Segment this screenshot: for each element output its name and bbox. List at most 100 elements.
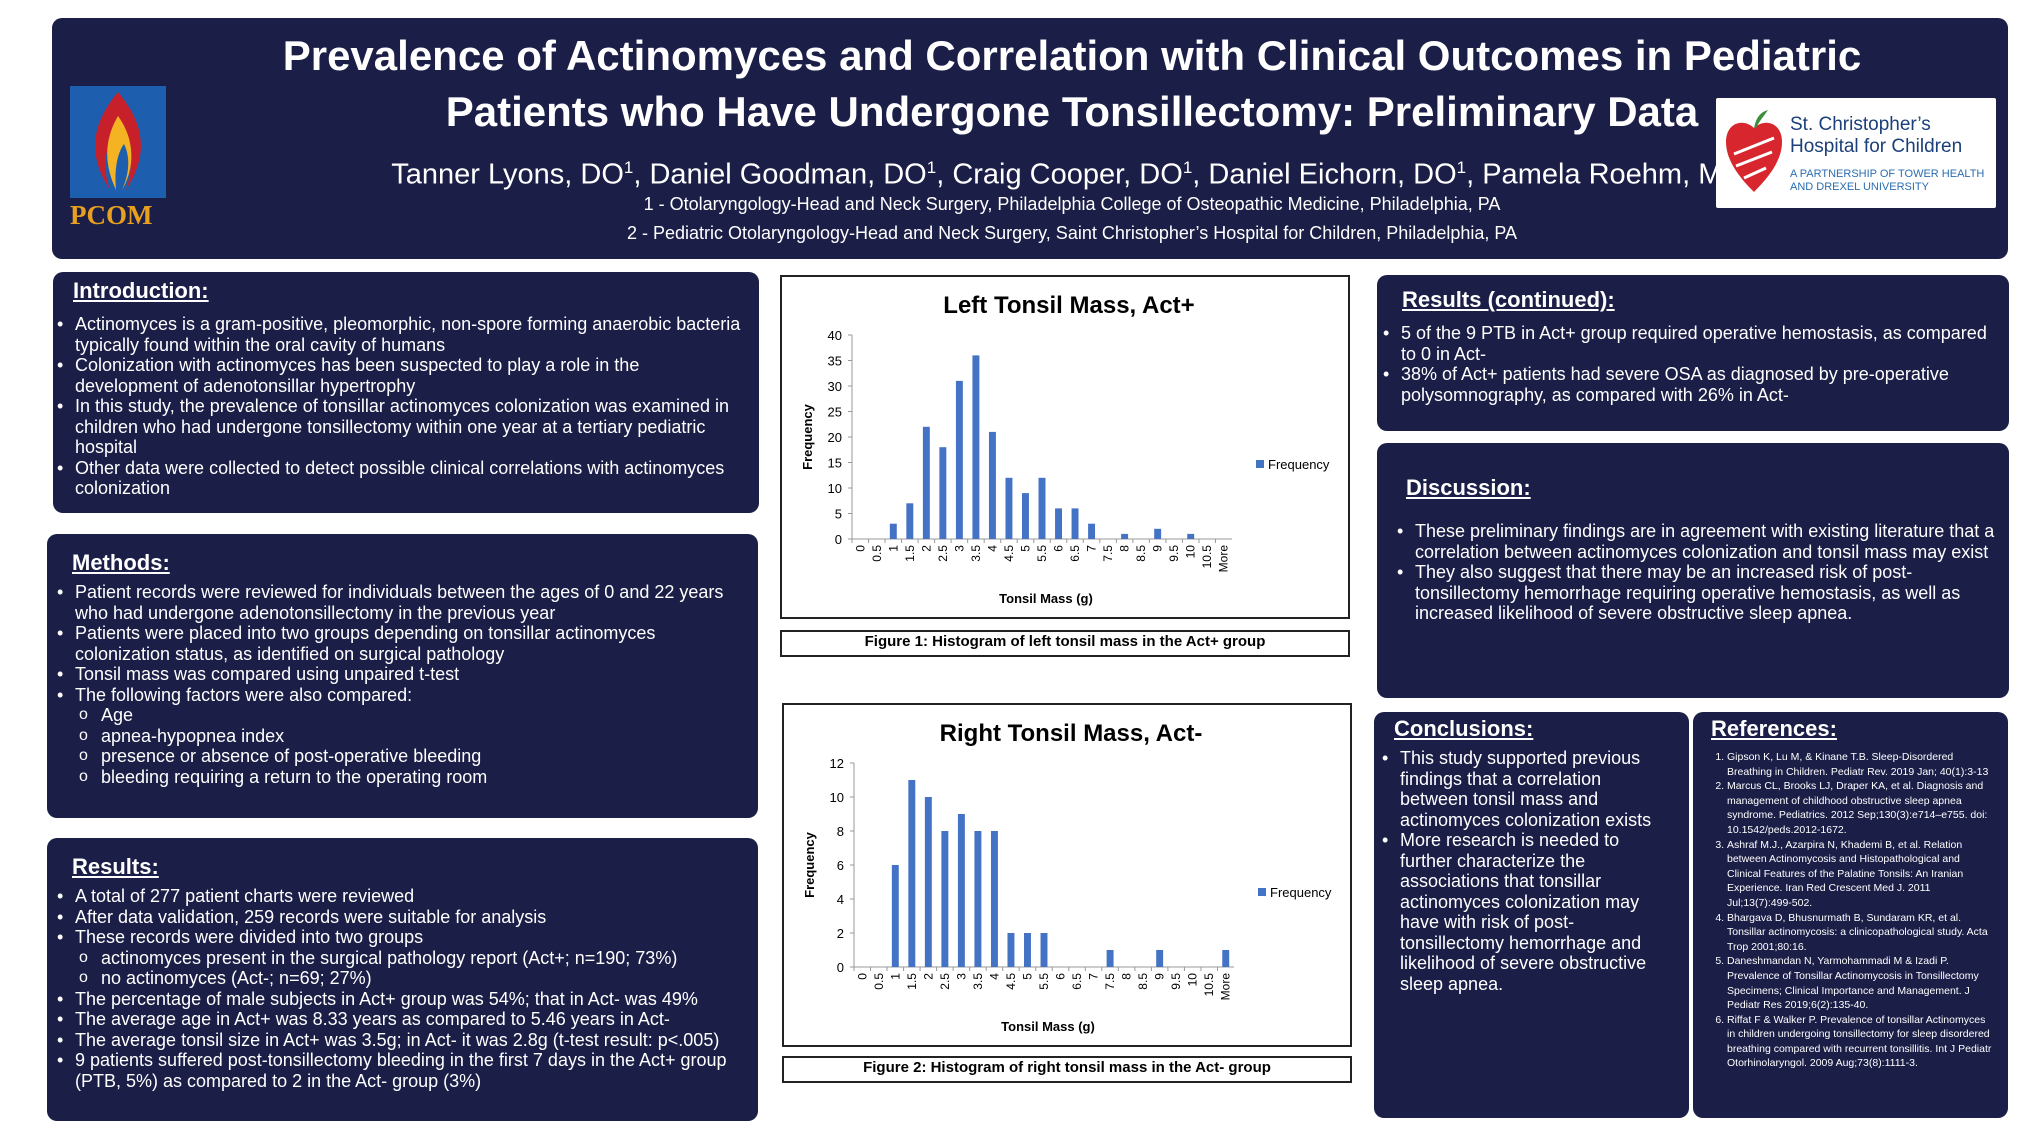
st-christophers-subtitle: A PARTNERSHIP OF TOWER HEALTH AND DREXEL… xyxy=(1790,168,1985,193)
reference-item: Bhargava D, Bhusnurmath B, Sundaram KR, … xyxy=(1727,911,1995,955)
figure-1-chart: Left Tonsil Mass, Act+ 0 5 10 15 20 25 30 35 40 0 0… xyxy=(780,275,1350,619)
x-tick-label: 10.5 xyxy=(1200,545,1214,569)
histogram-bar xyxy=(941,831,949,967)
pcom-logo-square xyxy=(70,86,166,198)
histogram-bar xyxy=(988,431,996,539)
y-tick-label: 6 xyxy=(837,858,844,873)
legend-swatch xyxy=(1258,888,1266,896)
x-tick-label: 4.5 xyxy=(1004,973,1018,990)
title-line-2: Patients who Have Undergone Tonsillectom… xyxy=(445,88,1699,135)
st-christophers-logo: St. Christopher’s Hospital for Children … xyxy=(1716,98,1996,208)
x-tick-label: More xyxy=(1217,545,1231,573)
x-tick-label: 8 xyxy=(1120,973,1134,980)
list-item: 5 of the 9 PTB in Act+ group required op… xyxy=(1383,323,1999,364)
x-tick-label: 5.5 xyxy=(1035,545,1049,562)
legend-swatch xyxy=(1256,460,1264,468)
y-tick-label: 15 xyxy=(828,456,842,471)
x-axis-label: Tonsil Mass (g) xyxy=(1001,1019,1095,1034)
x-tick-label: 0.5 xyxy=(872,973,886,990)
x-tick-label: 9.5 xyxy=(1169,973,1183,990)
x-tick-label: 2.5 xyxy=(936,545,950,562)
pcom-logo-text: PCOM xyxy=(70,200,153,230)
x-tick-label: 3 xyxy=(952,545,966,552)
list-item: Actinomyces is a gram-positive, pleomorp… xyxy=(57,314,747,355)
results-body: A total of 277 patient charts were revie… xyxy=(57,886,747,1091)
list-item: Other data were collected to detect poss… xyxy=(57,458,747,499)
y-tick-label: 35 xyxy=(828,354,842,369)
y-axis-label: Frequency xyxy=(802,831,817,898)
reference-item: Riffat F & Walker P. Prevalence of tonsi… xyxy=(1727,1013,1995,1071)
reference-item: Gipson K, Lu M, & Kinane T.B. Sleep-Diso… xyxy=(1727,750,1995,779)
x-tick-label: 0 xyxy=(853,545,867,552)
section-heading: Results (continued): xyxy=(1402,287,1615,312)
y-axis-label: Frequency xyxy=(800,403,815,470)
title-line-1: Prevalence of Actinomyces and Correlatio… xyxy=(282,32,1862,79)
histogram-bar xyxy=(1055,508,1062,539)
x-tick-label: 1 xyxy=(886,545,900,552)
sub-list-item: Age xyxy=(57,705,747,726)
legend-label: Frequency xyxy=(1268,457,1330,472)
x-tick-label: 9 xyxy=(1151,545,1165,552)
histogram-bar xyxy=(1071,508,1079,539)
x-tick-label: 8 xyxy=(1118,545,1132,552)
x-tick-label: 7 xyxy=(1087,973,1101,980)
histogram-bar xyxy=(1154,528,1162,539)
list-item: 9 patients suffered post-tonsillectomy b… xyxy=(57,1050,747,1091)
introduction-body: Actinomyces is a gram-positive, pleomorp… xyxy=(57,314,747,499)
affiliation-1: 1 - Otolaryngology-Head and Neck Surgery… xyxy=(643,194,1501,214)
reference-item: Ashraf M.J., Azarpira N, Khademi B, et a… xyxy=(1727,838,1995,911)
results-section: Results: A total of 277 patient charts w… xyxy=(47,838,758,1121)
histogram-bar xyxy=(974,831,982,967)
histogram-bar xyxy=(955,380,963,539)
y-tick-label: 10 xyxy=(830,790,844,805)
x-tick-label: 4 xyxy=(985,545,999,552)
x-tick-label: 3.5 xyxy=(969,545,983,562)
results-continued-body: 5 of the 9 PTB in Act+ group required op… xyxy=(1383,323,1999,405)
list-item: 38% of Act+ patients had severe OSA as d… xyxy=(1383,364,1999,405)
section-heading: Discussion: xyxy=(1406,475,1531,500)
x-tick-label: 5.5 xyxy=(1037,973,1051,990)
histogram-bar xyxy=(1088,523,1096,539)
histogram-bar xyxy=(1187,533,1195,539)
list-item: Patients were placed into two groups dep… xyxy=(57,623,747,664)
x-tick-label: 1.5 xyxy=(903,545,917,562)
x-tick-label: 6.5 xyxy=(1070,973,1084,990)
list-item: These preliminary findings are in agreem… xyxy=(1397,521,1997,562)
author-name: Pamela Roehm, MD xyxy=(1482,158,1744,191)
y-tick-label: 40 xyxy=(828,328,842,343)
conclusions-section: Conclusions: This study supported previo… xyxy=(1374,712,1689,1118)
list-item: They also suggest that there may be an i… xyxy=(1397,562,1997,624)
results-continued-section: Results (continued): 5 of the 9 PTB in A… xyxy=(1377,275,2009,431)
histogram-bar xyxy=(1022,493,1029,539)
section-heading: Results: xyxy=(72,854,159,879)
histogram-bar xyxy=(1156,950,1164,967)
x-tick-label: 6.5 xyxy=(1068,545,1082,562)
histogram-bar xyxy=(939,447,947,539)
discussion-body: These preliminary findings are in agreem… xyxy=(1397,521,1997,624)
x-tick-label: 9 xyxy=(1153,973,1167,980)
x-tick-label: 8.5 xyxy=(1134,545,1148,562)
x-tick-label: 1 xyxy=(888,973,902,980)
y-tick-label: 5 xyxy=(835,507,842,522)
author-name: Daniel Goodman, DO xyxy=(649,158,927,191)
list-item: In this study, the prevalence of tonsill… xyxy=(57,396,747,458)
y-tick-label: 20 xyxy=(828,430,842,445)
y-tick-label: 10 xyxy=(828,481,842,496)
legend-label: Frequency xyxy=(1270,885,1332,900)
y-tick-label: 4 xyxy=(837,892,844,907)
author-affiliation-mark: 1 xyxy=(1182,158,1193,177)
histogram-bar xyxy=(972,355,980,539)
x-tick-label: 2 xyxy=(921,973,935,980)
flame-icon xyxy=(95,92,141,190)
section-heading: Methods: xyxy=(72,550,170,575)
list-item: More research is needed to further chara… xyxy=(1382,830,1672,994)
x-tick-label: 2 xyxy=(919,545,933,552)
histogram-bar xyxy=(1121,533,1129,539)
histogram-bar xyxy=(1005,477,1013,539)
histogram-bar xyxy=(891,865,899,967)
st-christophers-name: St. Christopher’s Hospital for Children xyxy=(1790,114,1963,157)
list-item: Colonization with actinomyces has been s… xyxy=(57,355,747,396)
y-tick-label: 12 xyxy=(830,756,844,771)
